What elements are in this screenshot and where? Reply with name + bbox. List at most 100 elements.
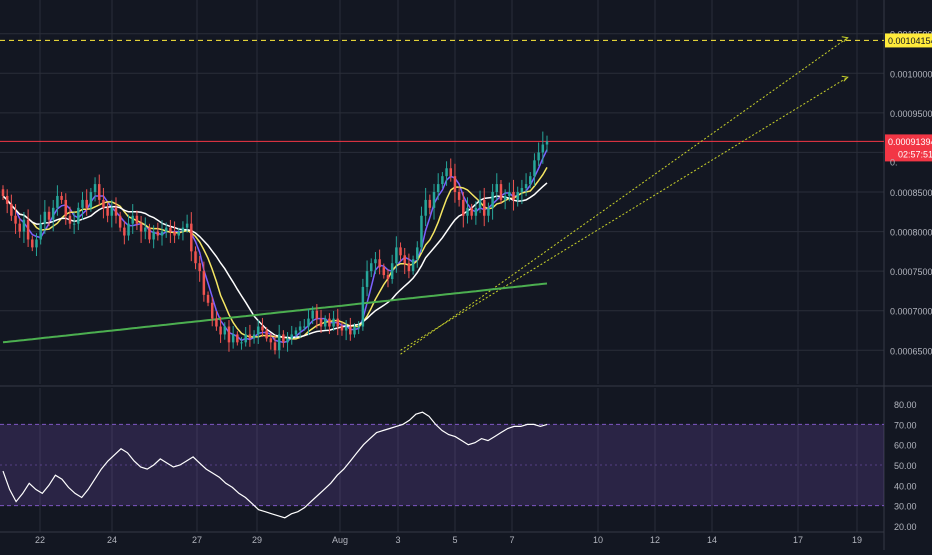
candle-body[interactable] [269, 338, 273, 343]
candle-body[interactable] [248, 334, 252, 339]
candle-body[interactable] [541, 144, 545, 153]
candle-body[interactable] [156, 231, 160, 236]
candle-body[interactable] [194, 251, 197, 264]
candle-body[interactable] [436, 184, 440, 192]
candle-body[interactable] [516, 192, 519, 200]
candle-body[interactable] [445, 168, 448, 177]
candle-body[interactable] [478, 199, 482, 208]
candle-body[interactable] [353, 326, 356, 335]
candle-body[interactable] [382, 267, 386, 276]
candle-body[interactable] [420, 215, 423, 248]
candle-body[interactable] [323, 318, 327, 327]
candle-body[interactable] [261, 326, 264, 331]
candle-body[interactable] [365, 271, 369, 287]
candle-body[interactable] [340, 326, 344, 331]
candle-body[interactable] [18, 223, 21, 232]
candle-body[interactable] [303, 326, 306, 328]
candle-body[interactable] [72, 223, 76, 225]
candle-body[interactable] [416, 247, 419, 260]
candle-body[interactable] [81, 199, 84, 208]
candle-body[interactable] [294, 330, 298, 335]
candle-body[interactable] [64, 199, 68, 216]
candle-body[interactable] [432, 192, 436, 208]
candle-body[interactable] [22, 219, 26, 232]
candle-body[interactable] [265, 330, 268, 339]
candle-body[interactable] [395, 247, 398, 264]
candle-body[interactable] [231, 334, 235, 343]
candle-body[interactable] [474, 207, 478, 216]
candle-body[interactable] [110, 207, 114, 216]
candle-body[interactable] [68, 215, 72, 224]
candle-body[interactable] [503, 195, 507, 200]
candle-body[interactable] [470, 207, 473, 216]
candle-body[interactable] [411, 259, 415, 272]
candle-body[interactable] [257, 326, 260, 335]
candle-body[interactable] [370, 263, 373, 272]
candle-body[interactable] [135, 215, 139, 224]
candle-body[interactable] [215, 318, 218, 327]
candle-body[interactable] [173, 231, 176, 236]
candle-body[interactable] [491, 192, 494, 208]
candle-body[interactable] [43, 211, 47, 224]
ma-slow-line[interactable] [2, 182, 548, 339]
candle-body[interactable] [273, 342, 277, 351]
candle-body[interactable] [482, 199, 486, 216]
candle-body[interactable] [533, 160, 536, 177]
candle-body[interactable] [282, 334, 285, 343]
candle-body[interactable] [311, 310, 314, 319]
candle-body[interactable] [319, 318, 323, 327]
candle-body[interactable] [374, 259, 377, 264]
candle-body[interactable] [244, 334, 247, 343]
candle-body[interactable] [399, 247, 402, 256]
candle-body[interactable] [403, 255, 406, 264]
candle-body[interactable] [545, 141, 549, 145]
candle-body[interactable] [428, 199, 432, 208]
candle-body[interactable] [26, 219, 30, 240]
candle-body[interactable] [89, 192, 93, 208]
candle-body[interactable] [495, 184, 499, 192]
candle-body[interactable] [93, 184, 97, 192]
candle-body[interactable] [286, 338, 289, 343]
candle-body[interactable] [307, 318, 310, 327]
candle-body[interactable] [60, 195, 63, 200]
candle-body[interactable] [357, 326, 360, 328]
candle-body[interactable] [332, 318, 335, 327]
candle-body[interactable] [210, 302, 214, 319]
candle-body[interactable] [185, 223, 189, 228]
candle-body[interactable] [462, 199, 465, 216]
candle-body[interactable] [1, 189, 5, 196]
candle-body[interactable] [14, 215, 17, 224]
candle-body[interactable] [378, 259, 381, 268]
candle-body[interactable] [164, 227, 168, 232]
candle-body[interactable] [529, 176, 532, 185]
candle-body[interactable] [457, 192, 461, 200]
candle-body[interactable] [35, 239, 38, 248]
candle-body[interactable] [277, 334, 281, 351]
candle-body[interactable] [198, 263, 201, 272]
candle-body[interactable] [139, 223, 143, 232]
candle-body[interactable] [148, 227, 151, 240]
candle-body[interactable] [512, 192, 515, 200]
candle-body[interactable] [206, 294, 210, 303]
candle-body[interactable] [336, 318, 340, 327]
candle-body[interactable] [223, 326, 227, 335]
candle-body[interactable] [127, 223, 130, 236]
candle-body[interactable] [524, 184, 528, 189]
candle-body[interactable] [328, 318, 331, 327]
candle-body[interactable] [123, 227, 126, 236]
rsi-line[interactable] [2, 411, 548, 519]
candle-body[interactable] [344, 326, 348, 331]
candle-body[interactable] [508, 192, 511, 196]
candle-body[interactable] [51, 207, 55, 220]
candle-body[interactable] [466, 207, 469, 216]
candle-body[interactable] [252, 334, 256, 339]
candle-body[interactable] [424, 199, 427, 216]
candle-body[interactable] [520, 188, 524, 192]
candle-body[interactable] [85, 199, 88, 208]
candle-body[interactable] [453, 176, 457, 192]
candle-body[interactable] [5, 195, 9, 204]
candle-body[interactable] [449, 168, 452, 177]
candle-body[interactable] [407, 263, 411, 272]
